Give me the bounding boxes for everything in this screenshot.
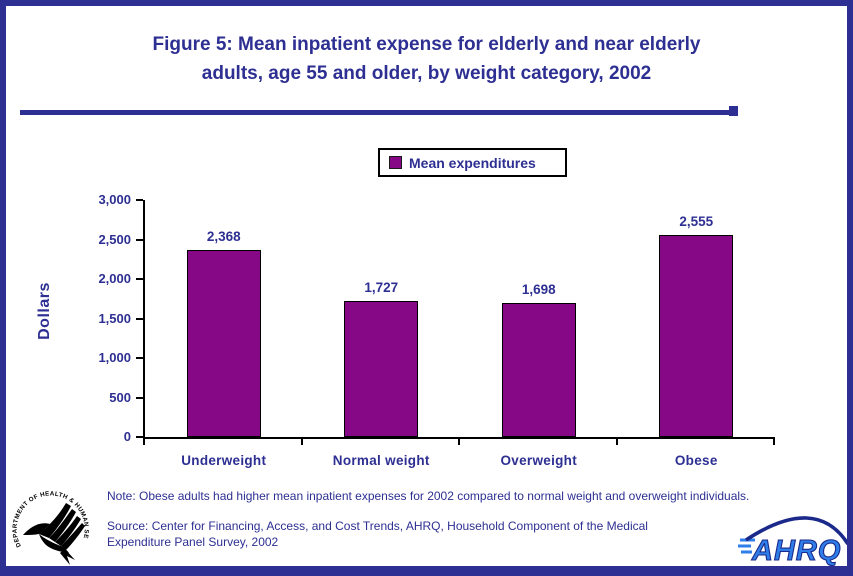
bar-value-label: 1,727 xyxy=(364,279,399,295)
hhs-eagle-icon xyxy=(23,503,85,565)
hhs-department-seal-logo: DEPARTMENT OF HEALTH & HUMAN SERVICES·US… xyxy=(9,482,90,565)
y-tick-label: 2,000 xyxy=(98,271,131,286)
bar xyxy=(344,300,419,437)
y-axis-title: Dollars xyxy=(36,282,53,340)
svg-text:DEPARTMENT OF HEALTH & HUMAN S: DEPARTMENT OF HEALTH & HUMAN SERVICES·US… xyxy=(9,482,90,548)
y-tick-mark xyxy=(136,396,143,399)
y-tick-mark xyxy=(136,199,143,201)
ahrq-logo: AHRQ xyxy=(738,516,847,566)
y-tick-label: 1,500 xyxy=(98,310,131,326)
y-tick-label: 1,000 xyxy=(98,350,131,365)
ahrq-wordmark: AHRQ xyxy=(751,535,841,566)
y-tick-label: 500 xyxy=(109,389,131,405)
ahrq-swoosh-icon xyxy=(745,516,847,545)
x-tick-mark xyxy=(615,439,618,445)
figure-source: Source: Center for Financing, Access, an… xyxy=(107,518,757,550)
chart-legend: Mean expenditures xyxy=(378,148,567,177)
hhs-circular-text: DEPARTMENT OF HEALTH & HUMAN SERVICES·US… xyxy=(9,482,89,548)
source-line2: Expenditure Panel Survey, 2002 xyxy=(107,535,279,549)
y-tick-mark xyxy=(136,357,143,359)
bar-value-label: 1,698 xyxy=(521,281,556,297)
y-tick-label: 3,000 xyxy=(98,192,131,207)
y-tick-mark xyxy=(136,238,143,241)
title-underline-end-cap xyxy=(729,106,738,116)
bar xyxy=(186,249,261,437)
y-tick-label: 2,500 xyxy=(98,231,131,247)
bar-value-label: 2,555 xyxy=(679,214,714,230)
bar xyxy=(501,302,576,437)
figure-title-line1: Figure 5: Mean inpatient expense for eld… xyxy=(152,34,701,55)
figure-title: Figure 5: Mean inpatient expense for eld… xyxy=(6,30,847,88)
legend-label: Mean expenditures xyxy=(409,154,536,171)
x-tick-mark xyxy=(143,439,145,445)
x-tick-mark xyxy=(458,439,460,445)
y-tick-mark xyxy=(136,278,143,280)
source-line1: Source: Center for Financing, Access, an… xyxy=(107,519,648,533)
figure-title-line2: adults, age 55 and older, by weight cate… xyxy=(201,63,652,84)
bar xyxy=(659,235,734,437)
x-tick-mark xyxy=(300,439,303,445)
y-axis-line xyxy=(143,200,145,439)
category-label: Normal weight xyxy=(332,453,430,468)
category-label: Overweight xyxy=(500,453,578,468)
y-tick-mark xyxy=(136,317,143,320)
category-label: Underweight xyxy=(181,453,267,468)
y-tick-mark xyxy=(136,436,143,438)
figure-note: Note: Obese adults had higher mean inpat… xyxy=(107,489,750,503)
legend-swatch-icon xyxy=(389,156,402,169)
title-underline-rule xyxy=(20,110,738,115)
x-axis-line xyxy=(143,437,775,439)
category-label: Obese xyxy=(674,453,718,468)
bar-value-label: 2,368 xyxy=(206,228,241,244)
y-tick-label: 0 xyxy=(123,429,131,444)
x-tick-mark xyxy=(773,439,775,445)
